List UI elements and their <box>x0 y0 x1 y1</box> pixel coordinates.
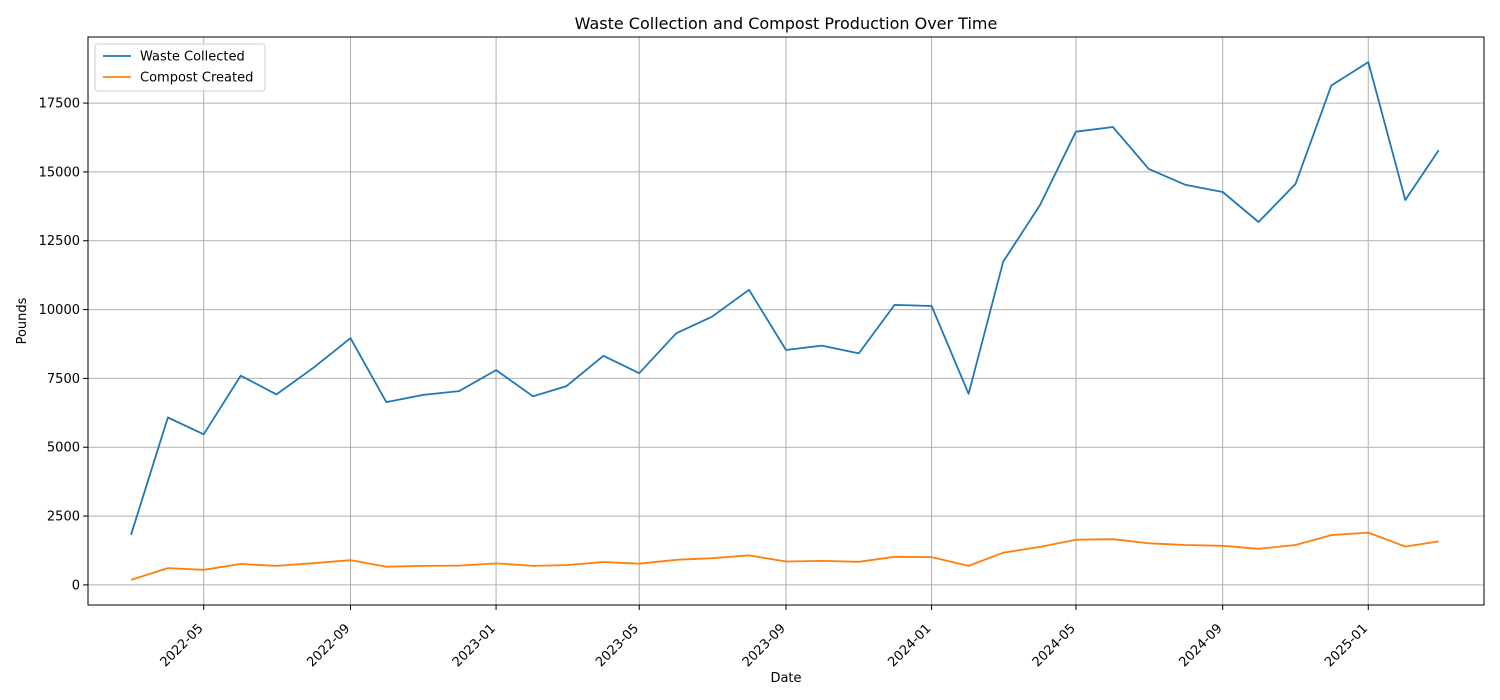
y-tick-label: 15000 <box>39 165 80 180</box>
x-tick-label: 2022-05 <box>158 621 207 670</box>
x-tick-label: 2024-01 <box>885 621 934 670</box>
x-tick-label: 2024-05 <box>1030 621 1079 670</box>
y-tick-label: 17500 <box>39 97 80 112</box>
y-axis-label: Pounds <box>15 297 30 344</box>
x-axis-label: Date <box>770 671 801 686</box>
x-axis: 2022-05 2022-09 2023-01 2023-05 2023-09 2024-… <box>158 605 1371 670</box>
y-tick-label: 12500 <box>39 234 80 249</box>
series-group <box>130 61 1440 581</box>
chart-title: Waste Collection and Compost Production … <box>575 14 998 33</box>
x-tick-label: 2024-09 <box>1177 621 1226 670</box>
y-tick-label: 10000 <box>39 303 80 318</box>
x-tick-label: 2023-09 <box>740 621 789 670</box>
x-tick-label: 2023-05 <box>593 621 642 670</box>
grid <box>88 37 1484 605</box>
y-tick-label: 5000 <box>47 441 80 456</box>
x-tick-label: 2025-01 <box>1322 621 1371 670</box>
legend: Waste Collected Compost Created <box>94 43 266 92</box>
series-line-compost-created <box>130 531 1439 581</box>
y-tick-label: 0 <box>72 578 80 593</box>
legend-label: Compost Created <box>140 71 253 86</box>
y-tick-label: 7500 <box>47 372 80 387</box>
y-axis: 0 2500 5000 7500 10000 12500 15000 17500 <box>39 97 88 593</box>
legend-label: Waste Collected <box>140 50 245 65</box>
x-tick-label: 2023-01 <box>450 621 499 670</box>
series-line-waste-collected <box>130 61 1440 536</box>
y-tick-label: 2500 <box>47 510 80 525</box>
legend-box <box>94 43 266 92</box>
x-tick-label: 2022-09 <box>304 621 353 670</box>
